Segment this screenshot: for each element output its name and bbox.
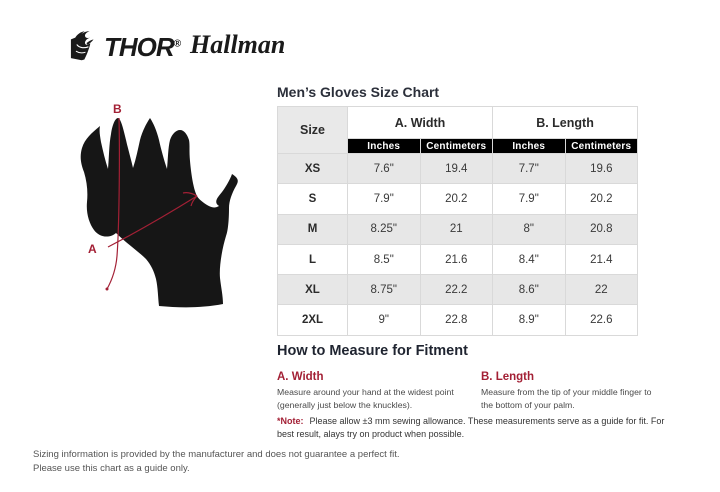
svg-text:A: A bbox=[88, 242, 97, 256]
svg-text:B: B bbox=[113, 102, 122, 116]
